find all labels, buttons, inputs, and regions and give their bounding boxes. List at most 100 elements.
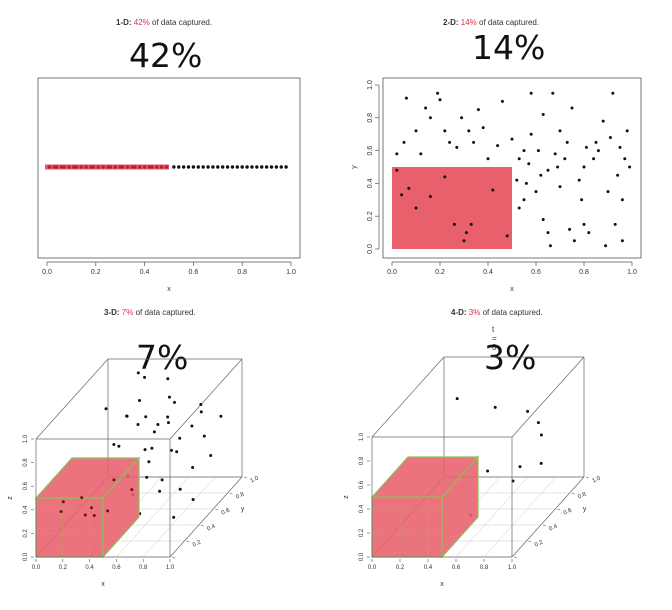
data-point: [219, 414, 223, 418]
data-point: [582, 222, 586, 226]
data-point: [443, 129, 447, 133]
data-point: [209, 454, 213, 457]
data-point: [220, 165, 225, 169]
data-point: [159, 165, 164, 169]
data-point: [74, 165, 78, 169]
data-point: [142, 165, 147, 169]
data-point: [92, 514, 96, 518]
data-point: [481, 126, 485, 130]
data-point: [106, 509, 110, 513]
box-edge: [511, 356, 585, 438]
data-point: [147, 165, 152, 169]
data-point: [556, 165, 560, 169]
z-tick-label: 1.0: [23, 434, 29, 443]
data-point: [460, 116, 464, 120]
data-point: [59, 510, 63, 513]
x-tick-label: 0.8: [579, 269, 589, 276]
data-point: [618, 145, 622, 149]
y-tick: [542, 524, 546, 527]
data-point: [61, 500, 65, 504]
data-point: [472, 140, 476, 144]
data-point: [518, 465, 522, 469]
data-point: [156, 423, 160, 427]
y-tick: [243, 476, 248, 479]
data-point: [623, 157, 627, 161]
y-axis-label: y: [583, 506, 587, 513]
data-point: [202, 434, 206, 438]
data-point: [515, 178, 519, 182]
y-tick-label: 0.4: [367, 178, 374, 188]
data-point: [546, 168, 550, 172]
big-label-3d: 7%: [136, 338, 189, 377]
data-point: [594, 140, 598, 144]
x-tick-label: 0.2: [435, 269, 445, 276]
x-tick-label: 0.4: [140, 269, 150, 276]
data-point: [167, 395, 171, 399]
data-point: [524, 181, 528, 185]
z-tick-label: 0.8: [359, 456, 365, 465]
data-point: [211, 165, 215, 169]
y-tick-label: 0.6: [221, 507, 232, 516]
data-point: [172, 515, 176, 519]
data-point: [606, 190, 610, 194]
data-point: [136, 422, 140, 426]
data-point: [616, 173, 620, 177]
data-point: [539, 461, 543, 465]
data-point: [596, 149, 600, 153]
data-point: [464, 231, 468, 235]
box-edge: [511, 476, 585, 558]
z-tick-label: 0.2: [23, 529, 29, 538]
data-point: [274, 165, 279, 169]
plot-2d: 0.0 0.2 0.4 0.6 0.8 1.0 x 0.0 0.2 0.4 0.6 0.8 1.0 y: [351, 77, 642, 293]
data-point: [255, 165, 259, 169]
data-point: [592, 157, 596, 161]
x-axis-label: x: [510, 286, 514, 293]
y-tick-label: 1.0: [367, 80, 374, 90]
z-tick-label: 0.6: [23, 481, 29, 490]
data-point: [181, 165, 186, 169]
floor-grid: [116, 476, 189, 558]
z-tick-label: 0.4: [359, 504, 365, 513]
x-tick-label: 0.6: [189, 269, 199, 276]
data-point: [539, 433, 543, 437]
data-point: [172, 165, 176, 169]
data-point: [250, 165, 254, 169]
y-tick-label: 0.6: [563, 507, 574, 516]
data-point: [517, 206, 521, 210]
y-tick: [186, 540, 190, 543]
data-point: [130, 165, 135, 169]
y-tick-label: 0.2: [534, 539, 545, 548]
data-point: [80, 496, 84, 500]
data-point: [104, 407, 108, 411]
data-point: [541, 217, 545, 221]
data-point: [414, 129, 418, 133]
data-point: [539, 173, 543, 177]
x-tick-label: 0.6: [531, 269, 541, 276]
x-tick-label: 1.0: [627, 269, 637, 276]
data-point: [467, 129, 471, 133]
data-point: [230, 165, 235, 169]
data-point: [529, 132, 533, 136]
chart-title-2d: 2-D: 14% of data captured.: [443, 18, 540, 27]
data-point: [565, 140, 569, 144]
data-point: [235, 165, 240, 169]
y-tick: [200, 524, 204, 527]
y-tick: [215, 508, 219, 511]
data-point: [584, 145, 588, 149]
data-point: [72, 165, 76, 169]
y-tick: [571, 492, 575, 495]
data-point: [395, 152, 399, 156]
data-point: [143, 448, 147, 452]
data-point: [164, 165, 169, 169]
data-point: [553, 152, 557, 156]
data-point: [563, 157, 567, 161]
x-axis-label: x: [101, 581, 105, 588]
data-point: [604, 244, 608, 248]
data-point: [436, 91, 440, 95]
y-tick-label: 0.4: [206, 523, 217, 532]
data-point: [536, 421, 540, 425]
chart-title-4d: 4-D: 3% of data captured.: [451, 308, 543, 317]
data-point: [160, 478, 164, 482]
